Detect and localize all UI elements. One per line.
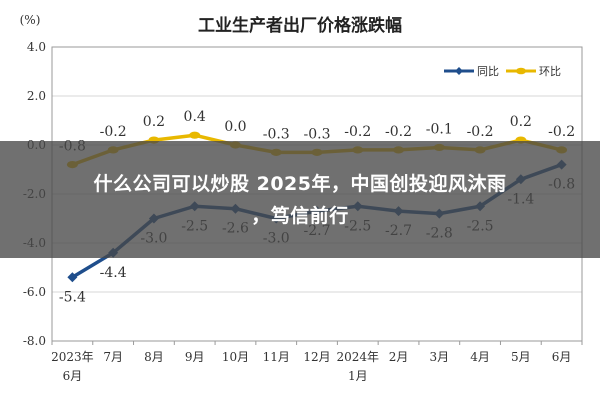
x-tick-label: 9月 [185, 350, 205, 364]
legend-mom-marker [516, 67, 526, 75]
series-mom-data-label: -0.3 [263, 126, 290, 142]
x-tick-label: 10月 [222, 350, 249, 364]
x-tick-label: 4月 [470, 350, 490, 364]
x-tick-label: 5月 [511, 350, 531, 364]
x-tick-label: 2月 [389, 350, 409, 364]
x-tick-label: 6月 [63, 369, 83, 383]
x-tick-label: 3月 [429, 350, 449, 364]
x-tick-label: 1月 [348, 369, 368, 383]
series-mom-data-label: -0.2 [548, 124, 575, 140]
x-tick-label: 6月 [552, 350, 572, 364]
legend-yoy-label: 同比 [477, 65, 499, 78]
x-tick-label: 2023年 [51, 350, 94, 364]
headline-line-1: 什么公司可以炒股 2025年，中国创投迎风沐雨 [93, 172, 507, 195]
y-tick-label: -6.0 [23, 285, 46, 299]
legend-yoy-marker [455, 67, 463, 75]
series-mom-data-label: 0.0 [224, 119, 246, 135]
legend-mom-label: 环比 [539, 65, 561, 78]
series-mom-data-label: -0.2 [467, 124, 494, 140]
x-tick-label: 7月 [103, 350, 123, 364]
series-mom-data-label: -0.2 [344, 124, 371, 140]
series-mom-data-label: -0.2 [385, 124, 412, 140]
series-yoy-data-label: -4.4 [100, 265, 127, 281]
chart-title: 工业生产者出厂价格涨跌幅 [198, 15, 402, 36]
x-tick-label: 2024年 [336, 350, 379, 364]
y-tick-label: -8.0 [23, 334, 46, 348]
series-yoy-data-label: -5.4 [59, 289, 86, 305]
series-mom-data-label: -0.3 [304, 126, 331, 142]
series-yoy-point [67, 272, 78, 283]
series-mom-data-label: -0.1 [426, 121, 453, 137]
series-mom-data-label: -0.2 [100, 124, 127, 140]
headline-line-2: ，笃信前行 [251, 204, 349, 227]
series-mom-data-label: 0.2 [143, 114, 165, 130]
x-tick-label: 12月 [303, 350, 330, 364]
series-mom-data-label: 0.4 [184, 109, 206, 125]
y-tick-label: 4.0 [27, 40, 46, 54]
series-mom-point [189, 131, 201, 139]
x-tick-label: 11月 [263, 350, 290, 364]
x-tick-label: 8月 [144, 350, 164, 364]
series-mom-data-label: 0.2 [510, 114, 532, 130]
y-unit-label: (%) [20, 13, 41, 27]
y-tick-label: 2.0 [27, 89, 46, 103]
headline-overlay[interactable]: 什么公司可以炒股 2025年，中国创投迎风沐雨 ，笃信前行 [0, 141, 600, 258]
